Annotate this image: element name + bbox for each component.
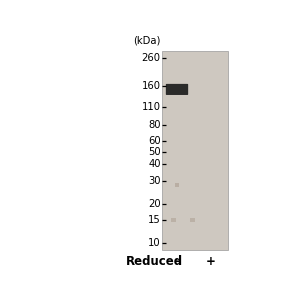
Text: (kDa): (kDa): [134, 35, 161, 46]
Text: 110: 110: [142, 102, 161, 112]
FancyBboxPatch shape: [166, 84, 188, 95]
Text: 15: 15: [148, 215, 161, 225]
Text: 20: 20: [148, 199, 161, 209]
Bar: [171, 218, 176, 222]
Text: 40: 40: [148, 160, 161, 170]
Text: 50: 50: [148, 147, 161, 157]
Bar: [175, 183, 179, 187]
Text: 60: 60: [148, 136, 161, 146]
Text: -: -: [175, 255, 179, 268]
Text: 260: 260: [142, 53, 161, 63]
Text: 10: 10: [148, 238, 161, 248]
Text: Reduced: Reduced: [126, 255, 183, 268]
Text: +: +: [206, 255, 216, 268]
Bar: [190, 218, 195, 222]
Text: 80: 80: [148, 120, 161, 130]
Text: 160: 160: [142, 81, 161, 91]
Bar: [162, 51, 228, 250]
Text: 30: 30: [148, 176, 161, 186]
